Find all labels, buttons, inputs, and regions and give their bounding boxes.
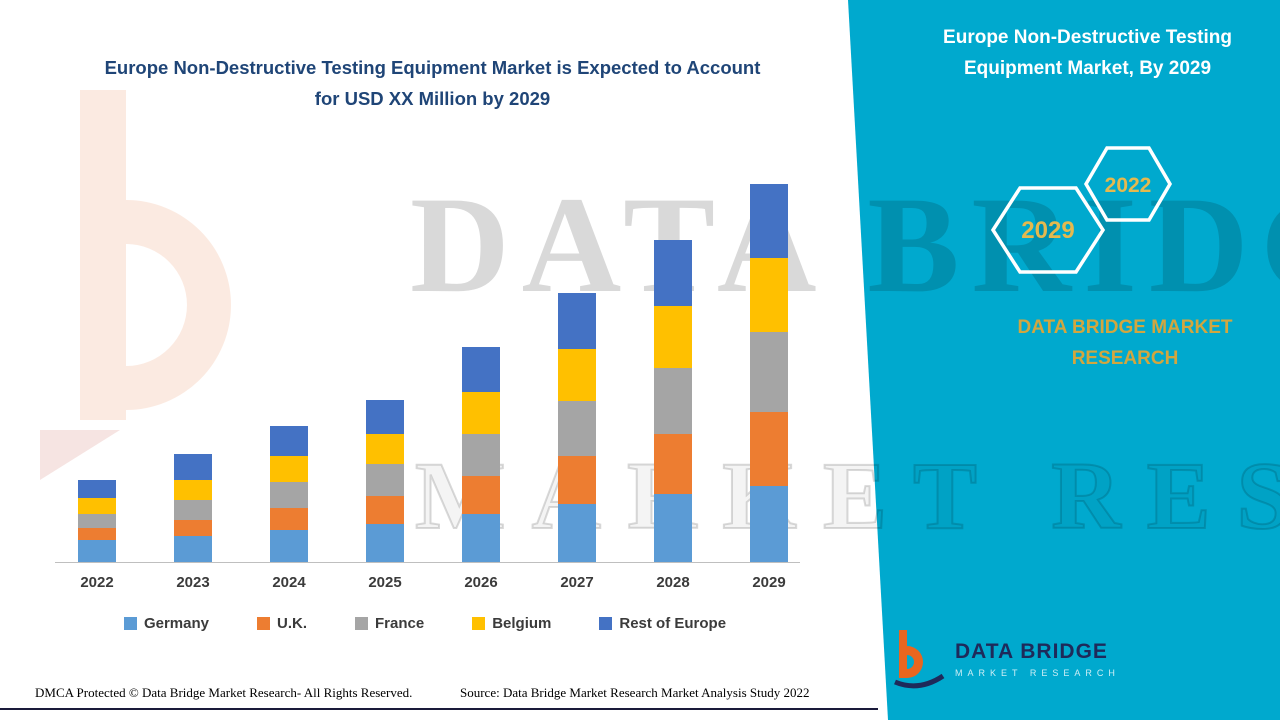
bar-segment-2024-rest-of-europe xyxy=(270,426,308,456)
x-axis-label-2022: 2022 xyxy=(80,574,114,591)
bar-segment-2025-u-k- xyxy=(366,496,404,524)
x-axis-label-2023: 2023 xyxy=(176,574,210,591)
bar-segment-2022-rest-of-europe xyxy=(78,480,116,498)
brand-wordmark: DATA BRIDGE MARKET RESEARCH xyxy=(950,312,1280,375)
legend-swatch xyxy=(599,617,613,630)
data-bridge-logo-text: DATA BRIDGE MARKET RESEARCH xyxy=(955,640,1120,678)
bar-segment-2023-germany xyxy=(174,536,212,562)
page-title-line2: for USD XX Million by 2029 xyxy=(314,88,551,110)
logo-tagline: MARKET RESEARCH xyxy=(955,668,1120,678)
x-axis-label-2028: 2028 xyxy=(656,574,690,591)
legend-item-u-k-: U.K. xyxy=(256,615,307,632)
bar-segment-2022-belgium xyxy=(78,498,116,514)
legend-item-belgium: Belgium xyxy=(472,615,551,632)
bar-segment-2025-belgium xyxy=(366,434,404,464)
x-axis-label-2024: 2024 xyxy=(272,574,306,591)
panel-title: Europe Non-Destructive Testing Equipment… xyxy=(900,22,1275,85)
bar-segment-2028-u-k- xyxy=(654,434,692,494)
bar-segment-2026-germany xyxy=(462,514,500,562)
legend-swatch xyxy=(472,617,486,630)
bar-segment-2022-u-k- xyxy=(78,528,116,540)
logo-name: DATA BRIDGE xyxy=(955,640,1108,663)
bar-segment-2024-france xyxy=(270,482,308,508)
data-bridge-logo-watermark xyxy=(40,90,231,480)
bar-segment-2029-rest-of-europe xyxy=(750,184,788,258)
page-title: Europe Non-Destructive Testing Equipment… xyxy=(20,52,845,115)
page-title-line1: Europe Non-Destructive Testing Equipment… xyxy=(104,57,761,78)
bar-segment-2026-u-k- xyxy=(462,476,500,514)
legend-label: Germany xyxy=(143,615,209,632)
x-axis-label-2026: 2026 xyxy=(464,574,498,591)
stacked-bar-chart: 2022 2023 2024 2025 2026 2027 2028 2029 xyxy=(40,162,810,591)
legend-item-germany: Germany xyxy=(123,615,209,632)
bar-segment-2026-france xyxy=(462,434,500,476)
data-bridge-logo-icon xyxy=(894,630,945,689)
badge-2029-hexagon xyxy=(990,186,1106,274)
brand-wordmark-line1: DATA BRIDGE MARKET xyxy=(1017,317,1233,338)
bar-segment-2027-rest-of-europe xyxy=(558,293,596,349)
bar-segment-2029-france xyxy=(750,332,788,412)
bar-segment-2023-u-k- xyxy=(174,520,212,536)
badge-2029-label: 2029 xyxy=(1021,217,1074,244)
bar-segment-2022-germany xyxy=(78,540,116,562)
dmca-notice: DMCA Protected © Data Bridge Market Rese… xyxy=(35,685,413,700)
legend-label: France xyxy=(374,615,425,632)
bar-segment-2029-u-k- xyxy=(750,412,788,486)
bar-segment-2023-belgium xyxy=(174,480,212,500)
bar-segment-2024-germany xyxy=(270,530,308,562)
data-bridge-logo: DATA BRIDGE MARKET RESEARCH xyxy=(893,628,1120,690)
bar-segment-2026-belgium xyxy=(462,392,500,434)
source-note: Source: Data Bridge Market Research Mark… xyxy=(460,685,810,700)
badge-2022-label: 2022 xyxy=(1105,174,1152,197)
teal-side-panel xyxy=(848,0,1280,720)
bar-segment-2026-rest-of-europe xyxy=(462,347,500,392)
brand-wordmark-line2: RESEARCH xyxy=(1071,348,1179,370)
footer-divider xyxy=(0,708,878,710)
bar-segment-2029-belgium xyxy=(750,258,788,332)
bar-segment-2028-france xyxy=(654,368,692,434)
badge-2022-hexagon xyxy=(1083,146,1173,222)
bar-segment-2024-belgium xyxy=(270,456,308,482)
panel-title-line1: Europe Non-Destructive Testing xyxy=(943,27,1232,48)
x-axis-line xyxy=(55,562,800,563)
legend-swatch xyxy=(354,617,368,630)
x-axis-label-2025: 2025 xyxy=(368,574,402,591)
legend-label: U.K. xyxy=(276,615,307,632)
legend-label: Belgium xyxy=(492,615,552,632)
bar-segment-2027-germany xyxy=(558,504,596,562)
bar-segment-2027-france xyxy=(558,401,596,456)
panel-title-line2: Equipment Market, By 2029 xyxy=(963,58,1212,80)
legend-swatch xyxy=(256,617,270,630)
bar-segment-2027-belgium xyxy=(558,349,596,401)
x-axis-label-2027: 2027 xyxy=(560,574,594,591)
legend-item-france: France xyxy=(354,615,425,632)
bar-segment-2028-germany xyxy=(654,494,692,562)
bar-segment-2025-france xyxy=(366,464,404,496)
bar-segment-2025-germany xyxy=(366,524,404,562)
bar-segment-2023-rest-of-europe xyxy=(174,454,212,480)
bar-segment-2022-france xyxy=(78,514,116,528)
bar-segment-2025-rest-of-europe xyxy=(366,400,404,434)
bar-segment-2024-u-k- xyxy=(270,508,308,530)
bar-segment-2027-u-k- xyxy=(558,456,596,504)
legend-item-rest-of-europe: Rest of Europe xyxy=(599,615,726,632)
legend-label: Rest of Europe xyxy=(619,615,727,632)
year-badges: 2029 2022 xyxy=(990,146,1173,274)
legend-swatch xyxy=(123,617,137,630)
x-axis-label-2029: 2029 xyxy=(752,574,786,591)
bar-segment-2028-belgium xyxy=(654,306,692,368)
bar-segment-2029-germany xyxy=(750,486,788,562)
bar-segment-2028-rest-of-europe xyxy=(654,240,692,306)
chart-legend: Germany U.K. France Belgium Rest of Europe xyxy=(20,615,830,632)
bar-segment-2023-france xyxy=(174,500,212,520)
